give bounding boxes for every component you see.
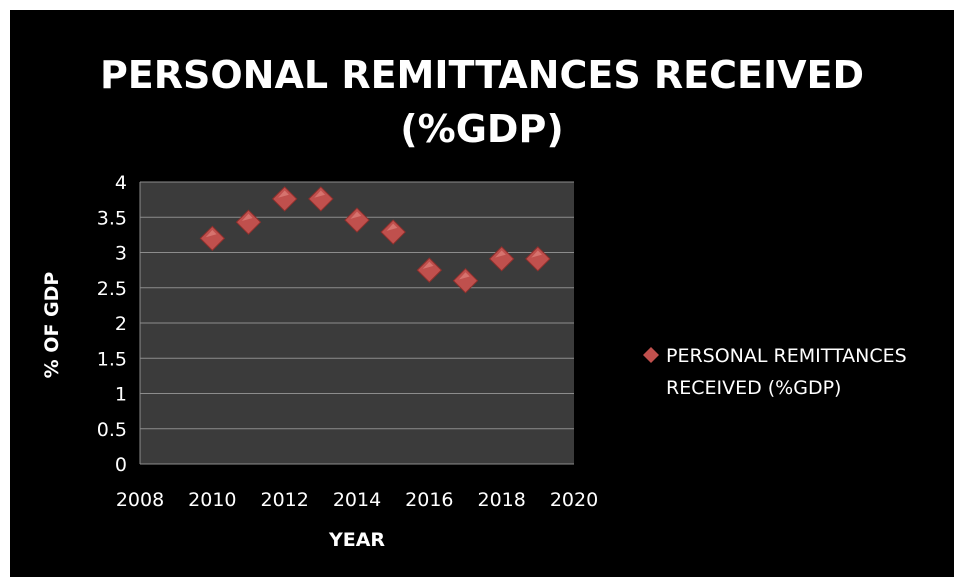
y-tick-label: 1.5 xyxy=(97,348,127,370)
y-tick-label: 0.5 xyxy=(97,419,127,441)
legend-label-line-2: RECEIVED (%GDP) xyxy=(666,377,841,399)
data-point-highlight xyxy=(205,230,217,238)
data-point-highlight xyxy=(495,250,506,258)
data-point-diamond xyxy=(235,209,262,235)
data-point-diamond xyxy=(416,257,443,283)
data-point-diamond xyxy=(271,186,298,212)
data-point-diamond xyxy=(380,219,406,245)
x-tick-label: 2008 xyxy=(116,489,164,511)
x-axis-label: YEAR xyxy=(328,529,385,551)
chart-title: PERSONAL REMITTANCES RECEIVED (%GDP) xyxy=(10,48,954,156)
legend-marker-diamond xyxy=(643,347,659,363)
x-tick-label: 2016 xyxy=(405,489,453,511)
legend-label-line-1: PERSONAL REMITTANCES xyxy=(666,345,907,367)
legend: PERSONAL REMITTANCES RECEIVED (%GDP) xyxy=(643,345,907,399)
data-point-diamond xyxy=(344,207,370,233)
data-point-diamond xyxy=(308,186,334,212)
data-points-group xyxy=(199,186,551,294)
data-point-diamond xyxy=(452,267,479,294)
y-tick-label: 2.5 xyxy=(97,278,127,300)
y-tick-label: 3.5 xyxy=(97,207,127,229)
data-point-highlight xyxy=(458,272,470,280)
chart-title-line-2: (%GDP) xyxy=(400,107,564,151)
chart-frame: PERSONAL REMITTANCES RECEIVED (%GDP) 0 0.… xyxy=(10,10,954,577)
data-point-diamond xyxy=(488,246,515,272)
y-tick-label: 0 xyxy=(115,454,127,476)
data-point-highlight xyxy=(531,250,543,258)
x-tick-label: 2010 xyxy=(188,489,236,511)
x-tick-label: 2012 xyxy=(260,489,308,511)
data-point-diamond xyxy=(199,225,226,252)
y-tick-label: 2 xyxy=(115,313,127,335)
data-point-highlight xyxy=(386,223,398,231)
data-point-highlight xyxy=(241,213,253,221)
data-point-highlight xyxy=(422,261,434,269)
data-point-highlight xyxy=(350,211,362,219)
data-point-highlight xyxy=(278,190,289,198)
chart-title-line-1: PERSONAL REMITTANCES RECEIVED xyxy=(99,53,865,97)
y-tick-label: 3 xyxy=(115,243,127,265)
x-tick-label: 2018 xyxy=(477,489,525,511)
data-point-highlight xyxy=(314,190,326,198)
y-tick-label: 1 xyxy=(115,384,127,406)
y-axis-label: % OF GDP xyxy=(41,272,63,379)
x-tick-label: 2020 xyxy=(550,489,598,511)
axes-group: 0 0.5 1 1.5 2 2.5 3 3.5 4 2008 2010 2012 2014 2016 201… xyxy=(97,172,598,511)
y-tick-label: 4 xyxy=(115,172,127,194)
x-tick-label: 2014 xyxy=(333,489,381,511)
gridlines-group xyxy=(140,181,574,430)
chart-plot: 0 0.5 1 1.5 2 2.5 3 3.5 4 2008 2010 2012 2014 2016 201… xyxy=(41,172,907,551)
data-point-diamond xyxy=(525,246,551,272)
